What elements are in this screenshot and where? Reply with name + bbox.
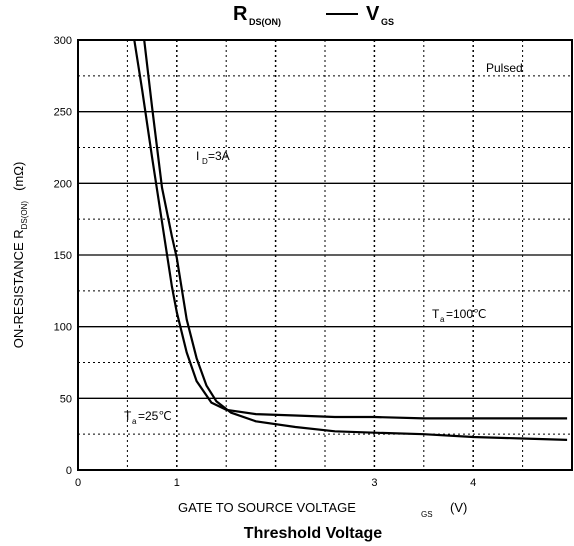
annotation-ta25-sub: a bbox=[132, 417, 137, 426]
y-tick-label-1: 50 bbox=[60, 393, 72, 405]
x-axis-label: GATE TO SOURCE VOLTAGE GS (V) bbox=[178, 500, 467, 519]
annotation-id: I D =3A bbox=[196, 149, 230, 166]
x-tick-labels: 0 1 3 4 bbox=[75, 477, 476, 489]
title-right-sub: GS bbox=[381, 17, 394, 27]
x-tick-label-1: 1 bbox=[174, 477, 180, 489]
chart-title: R DS(ON) V GS bbox=[233, 3, 394, 27]
annotation-id-sub: D bbox=[202, 157, 208, 166]
annotation-ta100-main: T bbox=[432, 307, 440, 321]
annotation-ta25-rest: =25℃ bbox=[138, 409, 172, 423]
y-axis-label-text: ON-RESISTANCE RDS(ON)(mΩ) bbox=[11, 162, 29, 349]
series-line-0 bbox=[133, 39, 568, 420]
y-tick-label-6: 300 bbox=[54, 35, 72, 47]
plot-frame bbox=[77, 39, 573, 471]
grid bbox=[78, 40, 572, 470]
x-axis-label-unit: (V) bbox=[450, 500, 467, 515]
title-left-main: R bbox=[233, 3, 248, 25]
y-tick-label-0: 0 bbox=[66, 465, 72, 477]
y-tick-label-4: 200 bbox=[54, 178, 72, 190]
x-tick-label-2: 3 bbox=[371, 477, 377, 489]
title-right-main: V bbox=[366, 3, 380, 25]
annotation-ta100-sub: a bbox=[440, 315, 445, 324]
annotation-ta25-main: T bbox=[124, 409, 132, 423]
x-tick-label-0: 0 bbox=[75, 477, 81, 489]
x-tick-label-3: 4 bbox=[470, 477, 476, 489]
annotation-id-rest: =3A bbox=[208, 149, 230, 163]
y-tick-label-5: 250 bbox=[54, 107, 72, 119]
y-tick-label-3: 150 bbox=[54, 250, 72, 262]
annotation-id-main: I bbox=[196, 149, 199, 163]
annotation-ta25: T a =25℃ bbox=[124, 409, 172, 426]
y-axis-label: ON-RESISTANCE RDS(ON)(mΩ) bbox=[11, 162, 29, 349]
x-axis-label-sub: GS bbox=[421, 510, 433, 519]
annotation-pulsed: Pulsed bbox=[486, 61, 523, 75]
title-left-sub: DS(ON) bbox=[249, 17, 281, 27]
series-group bbox=[133, 39, 568, 441]
annotation-ta100: T a =100℃ bbox=[432, 307, 487, 324]
y-tick-label-2: 100 bbox=[54, 322, 72, 334]
chart-caption: Threshold Voltage bbox=[244, 525, 382, 542]
series-line-1 bbox=[143, 39, 568, 441]
y-tick-labels: 0 50 100 150 200 250 300 bbox=[54, 35, 72, 477]
annotation-ta100-rest: =100℃ bbox=[446, 307, 487, 321]
x-axis-label-main: GATE TO SOURCE VOLTAGE bbox=[178, 500, 356, 515]
